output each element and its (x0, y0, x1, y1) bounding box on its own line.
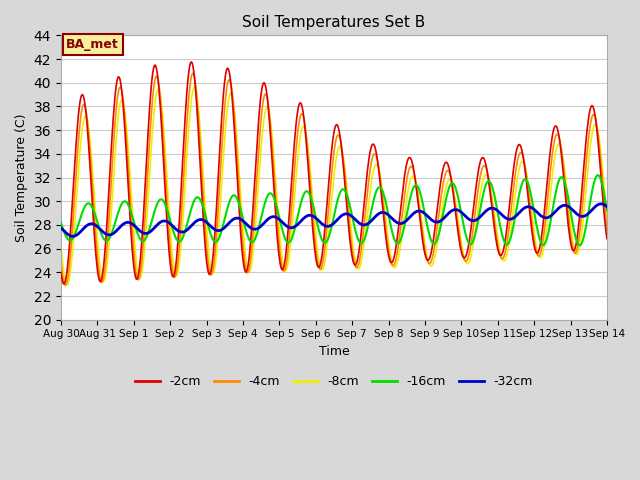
Text: BA_met: BA_met (67, 38, 119, 51)
X-axis label: Time: Time (319, 345, 349, 358)
Y-axis label: Soil Temperature (C): Soil Temperature (C) (15, 113, 28, 242)
Legend: -2cm, -4cm, -8cm, -16cm, -32cm: -2cm, -4cm, -8cm, -16cm, -32cm (130, 370, 538, 393)
Title: Soil Temperatures Set B: Soil Temperatures Set B (243, 15, 426, 30)
